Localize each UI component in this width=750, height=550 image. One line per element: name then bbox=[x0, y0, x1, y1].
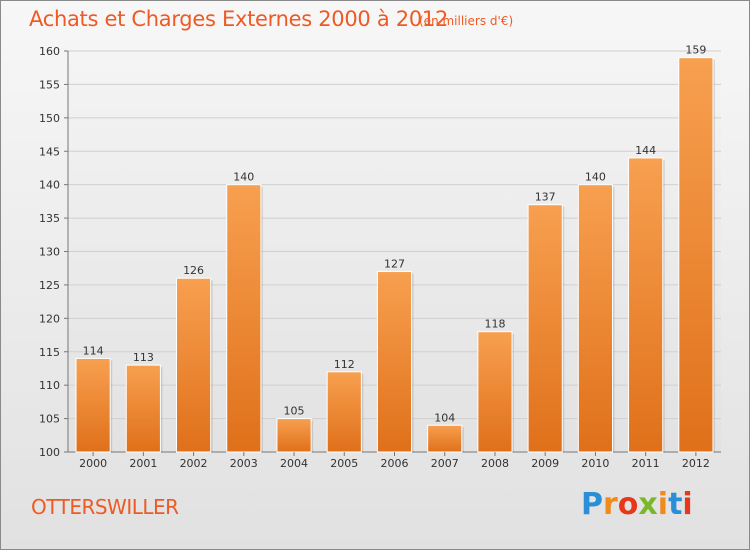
x-tick-label: 2008 bbox=[481, 457, 509, 470]
x-tick-label: 2007 bbox=[431, 457, 459, 470]
bar-value-label: 105 bbox=[284, 405, 305, 418]
logo-letter: o bbox=[617, 487, 639, 522]
bar-value-label: 127 bbox=[384, 258, 405, 271]
logo-letter: t bbox=[668, 487, 683, 522]
proxiti-logo: Proxiti bbox=[581, 487, 693, 522]
y-tick-label: 130 bbox=[39, 246, 60, 259]
chart-subtitle: (en milliers d'€) bbox=[419, 14, 514, 28]
bar bbox=[678, 57, 714, 453]
chart-title: Achats et Charges Externes 2000 à 2012 bbox=[29, 7, 449, 31]
bar-value-label: 140 bbox=[233, 171, 254, 184]
x-tick-label: 2004 bbox=[280, 457, 308, 470]
bar bbox=[577, 184, 614, 453]
bar-value-label: 144 bbox=[635, 144, 656, 157]
bar bbox=[175, 277, 212, 453]
y-tick-label: 160 bbox=[39, 45, 60, 58]
bar bbox=[427, 424, 463, 453]
bar bbox=[276, 418, 312, 453]
y-tick-label: 105 bbox=[39, 413, 60, 426]
y-tick-label: 115 bbox=[39, 346, 60, 359]
bar bbox=[75, 357, 111, 453]
logo-letter: i bbox=[657, 487, 669, 522]
y-tick-label: 140 bbox=[39, 179, 60, 192]
bar-value-label: 140 bbox=[585, 171, 606, 184]
x-tick-label: 2001 bbox=[129, 457, 157, 470]
bar-value-label: 159 bbox=[685, 44, 706, 57]
y-tick-label: 155 bbox=[39, 78, 60, 91]
y-tick-label: 135 bbox=[39, 212, 60, 225]
logo-letter: P bbox=[581, 487, 603, 522]
x-tick-label: 2003 bbox=[230, 457, 258, 470]
bar bbox=[628, 157, 664, 453]
y-tick-label: 150 bbox=[39, 112, 60, 125]
y-tick-label: 145 bbox=[39, 145, 60, 158]
logo-letter: x bbox=[638, 487, 658, 522]
bar bbox=[527, 204, 563, 453]
x-tick-label: 2006 bbox=[381, 457, 409, 470]
bar bbox=[326, 371, 362, 453]
bar bbox=[376, 271, 413, 453]
bar-value-label: 104 bbox=[434, 411, 455, 424]
x-tick-label: 2010 bbox=[581, 457, 609, 470]
bar-value-label: 118 bbox=[484, 318, 505, 331]
bar-value-label: 137 bbox=[535, 191, 556, 204]
y-tick-label: 120 bbox=[39, 312, 60, 325]
x-tick-label: 2009 bbox=[531, 457, 559, 470]
y-tick-label: 125 bbox=[39, 279, 60, 292]
y-tick-label: 100 bbox=[39, 446, 60, 459]
bar bbox=[226, 184, 262, 453]
x-tick-label: 2005 bbox=[330, 457, 358, 470]
bar-value-label: 114 bbox=[83, 344, 104, 357]
bar-value-label: 112 bbox=[334, 358, 355, 371]
logo-letter: r bbox=[603, 487, 618, 522]
bar bbox=[477, 331, 513, 453]
x-tick-label: 2000 bbox=[79, 457, 107, 470]
commune-name: OTTERSWILLER bbox=[31, 495, 179, 519]
x-tick-label: 2011 bbox=[632, 457, 660, 470]
x-tick-label: 2002 bbox=[180, 457, 208, 470]
bar bbox=[125, 364, 161, 453]
x-tick-label: 2012 bbox=[682, 457, 710, 470]
bar-value-label: 113 bbox=[133, 351, 154, 364]
logo-letter: i bbox=[682, 487, 693, 522]
y-tick-label: 110 bbox=[39, 379, 60, 392]
bar-value-label: 126 bbox=[183, 264, 204, 277]
